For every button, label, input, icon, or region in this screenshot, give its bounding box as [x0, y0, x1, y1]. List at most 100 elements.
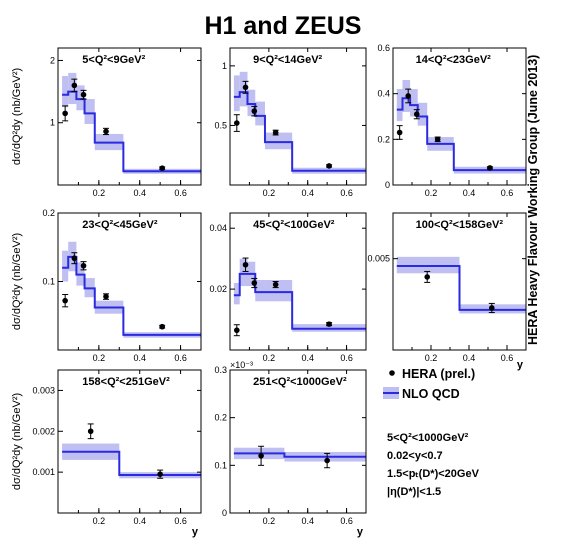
- x-tick-label: 0.4: [301, 353, 314, 363]
- y-tick-label: 2: [50, 55, 55, 65]
- data-point: [258, 453, 264, 459]
- y-axis-label: dσ/dQ²dy (nb/GeV²): [11, 393, 23, 490]
- data-point: [157, 471, 163, 477]
- panel-label: 100<Q²<158GeV²: [416, 219, 504, 231]
- panel-2: 0.2 0.4 0.6 0.5 1 9<Q²<14GeV²: [214, 47, 367, 198]
- data-point: [326, 163, 332, 169]
- panel-3: 0.2 0.4 0.6 0 0.2 0.4 0.6 14<Q²<23GeV²: [377, 43, 527, 198]
- y-tick-label: 0.4: [377, 89, 390, 99]
- data-point: [489, 305, 495, 311]
- band-bin: [264, 279, 293, 302]
- data-point: [487, 165, 493, 171]
- axes-frame: [229, 47, 367, 186]
- x-tick-label: 0.2: [425, 188, 438, 198]
- data-point: [434, 136, 441, 143]
- y-tick-label: 0.001: [32, 467, 55, 477]
- y-tick-label: 0.5: [214, 120, 227, 130]
- x-tick-label: 0.2: [263, 353, 276, 363]
- band-bin: [396, 89, 403, 122]
- y-tick-label: 0.1: [214, 460, 227, 470]
- x-tick-label: 0.4: [133, 353, 146, 363]
- band-bin: [239, 258, 248, 287]
- band-bin: [233, 283, 240, 305]
- y-tick-label: 0.1: [42, 277, 55, 287]
- x-tick-label: 0.6: [174, 188, 187, 198]
- panel-1: 0.2 0.4 0.6 1 2 5<Q²<9GeV² dσ/dQ²dy (nb/GeV²): [11, 47, 202, 198]
- figure-title: H1 and ZEUS: [205, 12, 362, 40]
- legend-data-marker: [389, 370, 395, 376]
- y-tick-label: 0: [385, 180, 390, 190]
- x-tick-label: 0.2: [263, 188, 276, 198]
- band-bin: [255, 279, 265, 302]
- data-point: [80, 262, 87, 269]
- panel-5: 0.2 0.4 0.6 0.02 0.04 45<Q²<100GeV²: [209, 212, 367, 363]
- x-tick-label: 0.6: [174, 353, 187, 363]
- axes-frame: [57, 47, 202, 186]
- panel-4: 0.2 0.4 0.6 0.1 0.2 23<Q²<45GeV² dσ/dQ²dy (nb/…: [11, 208, 202, 363]
- cut-eta: |η(D*)|<1.5: [387, 486, 441, 498]
- panel-label: 251<Q²<1000GeV²: [253, 376, 347, 388]
- data-point: [242, 84, 249, 91]
- data-point: [326, 321, 332, 327]
- nlo-step-line: [396, 97, 526, 172]
- data-point: [242, 261, 249, 268]
- side-label: HERA Heavy Flavour Working Group (June 2…: [526, 55, 540, 345]
- band-bin: [62, 250, 69, 282]
- y-axis-label: dσ/dQ²dy (nb/GeV²): [11, 233, 23, 330]
- y-tick-label: 0.2: [377, 134, 390, 144]
- axes-frame: [229, 369, 367, 514]
- panel-8: 0.2 0.4 0.6 0 0.1 0.2 0.3 251<Q²<1000GeV²×10⁻³ y: [214, 360, 367, 538]
- y-tick-label: 0.6: [377, 43, 390, 53]
- nlo-step-line: [62, 255, 201, 336]
- data-point: [103, 128, 109, 135]
- data-point: [405, 93, 412, 99]
- x-tick-label: 0.2: [93, 516, 106, 526]
- data-point: [62, 110, 68, 117]
- panel-label: 5<Q²<9GeV²: [82, 54, 145, 66]
- band-bin: [233, 75, 240, 112]
- data-point: [103, 293, 109, 300]
- x-tick-label: 0.2: [93, 188, 106, 198]
- x-tick-label: 0.4: [463, 188, 476, 198]
- legend-theory-label: NLO QCD: [402, 387, 460, 401]
- band-bin: [62, 76, 69, 108]
- data-point: [234, 327, 240, 334]
- y-tick-label: 0.2: [214, 413, 227, 423]
- cut-pt: 1.5<pₜ(D*)<20GeV: [387, 468, 480, 480]
- x-tick-label: 0.4: [301, 516, 314, 526]
- data-point: [62, 297, 68, 304]
- band-bin: [68, 72, 77, 105]
- y-tick-label: 0.003: [32, 385, 55, 395]
- data-point: [424, 274, 431, 280]
- x-axis-label: y: [357, 526, 364, 538]
- x-tick-label: 0.6: [340, 353, 353, 363]
- band-bin: [410, 89, 418, 117]
- data-point: [71, 255, 78, 262]
- data-point: [159, 323, 165, 330]
- band-bin: [264, 132, 293, 150]
- x-tick-label: 0.6: [501, 188, 514, 198]
- data-point: [413, 111, 420, 118]
- x-tick-label: 0.2: [93, 353, 106, 363]
- band-bin: [247, 89, 256, 116]
- panel-label: 45<Q²<100GeV²: [253, 219, 335, 231]
- data-point: [234, 120, 240, 126]
- x-axis-label: y: [517, 359, 524, 371]
- nlo-step-line: [233, 91, 366, 172]
- y-tick-label: 0.04: [209, 223, 227, 233]
- panel-6: 0.2 0.4 0.6 0.005 100<Q²<158GeV² y: [367, 212, 527, 371]
- legend-data-label: HERA (prel.): [402, 367, 475, 381]
- cut-q2: 5<Q²<1000GeV²: [387, 432, 469, 444]
- data-point: [272, 129, 279, 136]
- panel-label: 9<Q²<14GeV²: [253, 54, 322, 66]
- y-tick-label: 0.02: [209, 284, 227, 294]
- y-tick-label: 0.002: [32, 426, 55, 436]
- y-scale-label: ×10⁻³: [230, 360, 253, 370]
- y-axis-label: dσ/dQ²dy (nb/GeV²): [11, 68, 23, 165]
- data-point: [324, 457, 330, 464]
- x-tick-label: 0.6: [501, 353, 514, 363]
- data-point: [159, 165, 165, 171]
- cut-y: 0.02<y<0.7: [387, 450, 443, 462]
- x-tick-label: 0.2: [425, 353, 438, 363]
